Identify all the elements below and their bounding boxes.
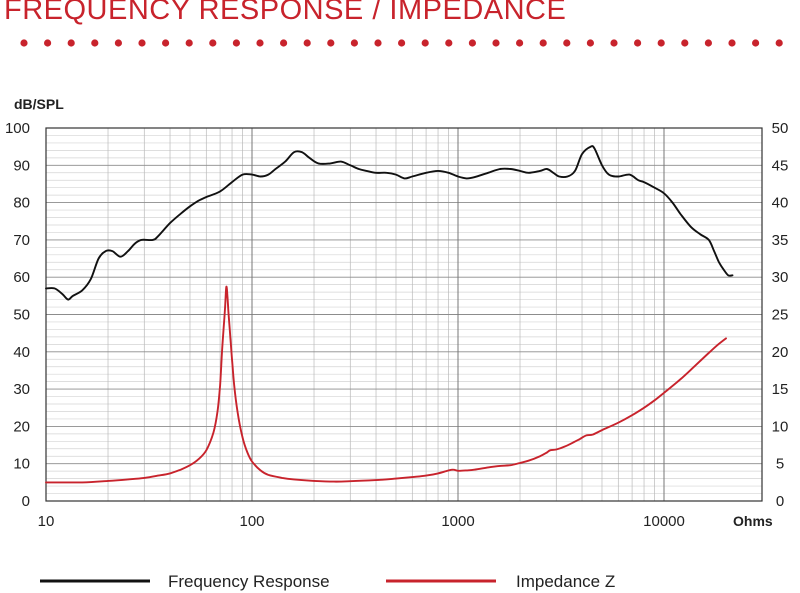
divider-dot xyxy=(421,39,429,47)
major-grid xyxy=(46,128,762,501)
divider-dot xyxy=(398,39,406,47)
divider-dot xyxy=(610,39,618,47)
divider-dot xyxy=(256,39,264,47)
left-tick-label: 20 xyxy=(13,418,30,435)
divider-dot xyxy=(232,39,240,47)
divider-dot xyxy=(303,39,311,47)
divider-dot xyxy=(44,39,52,47)
right-tick-label: 50 xyxy=(772,120,789,137)
divider-dot xyxy=(350,39,358,47)
right-tick-label: 40 xyxy=(772,195,789,212)
x-tick-label: 1000 xyxy=(441,513,474,530)
left-tick-label: 30 xyxy=(13,381,30,398)
divider-dot xyxy=(280,39,288,47)
divider-dot xyxy=(775,39,783,47)
x-tick-label: 10 xyxy=(38,513,55,530)
right-tick-label: 0 xyxy=(776,493,784,510)
x-axis-title: Ohms xyxy=(733,513,773,529)
divider-dot xyxy=(657,39,665,47)
divider-dot xyxy=(327,39,335,47)
divider-dot xyxy=(563,39,571,47)
right-tick-label: 10 xyxy=(772,418,789,435)
divider-dot xyxy=(539,39,547,47)
series-frequency-response-line xyxy=(45,145,734,301)
divider-dot xyxy=(209,39,217,47)
divider-dot xyxy=(138,39,146,47)
left-tick-label: 60 xyxy=(13,269,30,286)
divider-dot xyxy=(67,39,75,47)
series-impedance-line xyxy=(45,285,727,484)
left-tick-label: 80 xyxy=(13,195,30,212)
series-layer xyxy=(45,145,734,484)
legend-label-impedance: Impedance Z xyxy=(516,572,615,591)
right-tick-label: 15 xyxy=(772,381,789,398)
right-tick-label: 45 xyxy=(772,157,789,174)
divider-dot xyxy=(20,39,28,47)
divider-dot xyxy=(728,39,736,47)
divider-dot xyxy=(586,39,595,47)
left-tick-label: 100 xyxy=(5,120,30,137)
right-axis-ticks: 0 5 10 15 20 25 30 35 40 45 50 xyxy=(772,120,789,510)
legend: Frequency Response Impedance Z xyxy=(40,572,615,591)
divider-dot xyxy=(634,39,642,47)
right-tick-label: 30 xyxy=(772,269,789,286)
divider-dot xyxy=(162,39,170,47)
right-tick-label: 20 xyxy=(772,344,789,361)
right-tick-label: 5 xyxy=(776,456,784,473)
left-tick-label: 10 xyxy=(13,456,30,473)
page-title: FREQUENCY RESPONSE / IMPEDANCE xyxy=(4,0,567,26)
divider-dot xyxy=(681,39,689,47)
left-tick-label: 70 xyxy=(13,232,30,249)
divider-dot xyxy=(516,39,524,47)
right-tick-label: 35 xyxy=(772,232,789,249)
left-tick-label: 50 xyxy=(13,307,30,324)
divider-dot xyxy=(185,39,193,47)
left-tick-label: 40 xyxy=(13,344,30,361)
divider-dot xyxy=(752,39,760,47)
divider-dot xyxy=(114,39,122,47)
divider-dot xyxy=(492,39,500,47)
divider-dot xyxy=(445,39,453,47)
x-tick-label: 10000 xyxy=(643,513,685,530)
divider-dot xyxy=(374,39,382,47)
divider-dot xyxy=(468,39,476,47)
x-tick-label: 100 xyxy=(239,513,264,530)
x-axis-ticks: 10 100 1000 10000 xyxy=(38,513,685,530)
right-tick-label: 25 xyxy=(772,307,789,324)
left-tick-label: 90 xyxy=(13,157,30,174)
left-axis-ticks: 0 10 20 30 40 50 60 70 80 90 100 xyxy=(5,120,30,510)
left-axis-title: dB/SPL xyxy=(14,96,64,112)
divider-dot xyxy=(91,39,99,47)
title-dotted-divider xyxy=(20,39,783,47)
left-tick-label: 0 xyxy=(22,493,30,510)
legend-label-frequency-response: Frequency Response xyxy=(168,572,330,591)
plot-frame xyxy=(45,127,763,502)
divider-dot xyxy=(704,39,713,47)
